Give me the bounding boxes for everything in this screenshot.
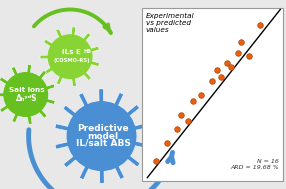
Text: Salt ions: Salt ions: [9, 87, 45, 93]
Point: [165, 142, 169, 145]
Point: [179, 114, 184, 117]
Point: [190, 100, 195, 103]
Point: [238, 41, 243, 44]
Polygon shape: [55, 89, 148, 183]
Text: HB: HB: [84, 49, 92, 53]
Ellipse shape: [67, 102, 136, 170]
Text: N = 16
ARD = 19.68 %: N = 16 ARD = 19.68 %: [230, 159, 279, 170]
Point: [229, 65, 233, 68]
FancyBboxPatch shape: [142, 8, 283, 181]
Ellipse shape: [48, 35, 92, 78]
Text: ILs E: ILs E: [62, 49, 81, 55]
Point: [219, 76, 223, 79]
Point: [258, 23, 263, 26]
Point: [153, 159, 158, 162]
Polygon shape: [0, 65, 55, 124]
Point: [186, 119, 190, 122]
Text: Predictive: Predictive: [77, 124, 129, 133]
Text: (COSMO-RS): (COSMO-RS): [53, 58, 90, 63]
Point: [214, 69, 219, 72]
Point: [210, 79, 214, 82]
Text: Experimental
vs predicted
values: Experimental vs predicted values: [146, 13, 194, 33]
Point: [175, 128, 179, 131]
Point: [224, 62, 229, 65]
Point: [236, 51, 240, 54]
Text: IL/salt ABS: IL/salt ABS: [76, 139, 130, 148]
Text: model: model: [88, 132, 118, 141]
Point: [199, 93, 203, 96]
Polygon shape: [40, 27, 100, 87]
Ellipse shape: [4, 73, 47, 116]
Text: ΔₕʸᵈS: ΔₕʸᵈS: [16, 94, 38, 103]
Point: [247, 55, 251, 58]
